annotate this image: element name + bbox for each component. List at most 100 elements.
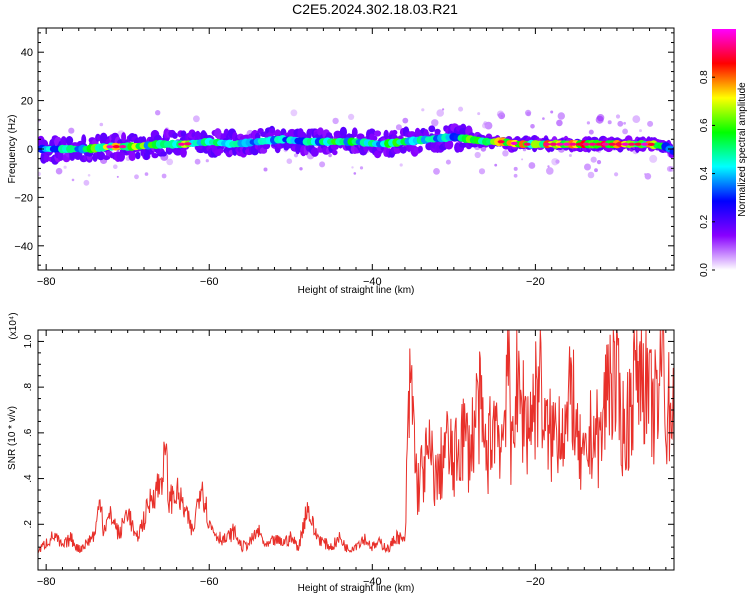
heatmap-halo-blob <box>332 149 338 156</box>
heatmap-halo-blob <box>392 129 398 136</box>
heatmap-noise-blob <box>615 114 621 119</box>
heatmap-peak-blob <box>184 142 192 146</box>
colorbar-tick-label: 0.6 <box>699 118 710 132</box>
heatmap-noise-blob <box>205 159 209 163</box>
heatmap-halo-blob <box>372 135 378 141</box>
top-y-tick-label: −20 <box>14 192 33 204</box>
bottom-y-tick-label: .2 <box>23 520 34 529</box>
heatmap-peak-blob <box>543 142 551 146</box>
heatmap-peak-blob <box>589 142 596 146</box>
heatmap-noise-blob <box>596 160 602 165</box>
heatmap-peak-blob <box>621 142 629 146</box>
heatmap-noise-blob <box>587 171 595 179</box>
heatmap-core-blob <box>669 147 674 155</box>
heatmap-noise-blob <box>528 162 536 169</box>
heatmap-halo-blob <box>151 153 159 159</box>
heatmap-peak-blob <box>106 145 114 149</box>
heatmap-halo-blob <box>351 127 358 138</box>
heatmap-noise-blob <box>144 172 149 176</box>
heatmap-halo-blob <box>102 155 111 161</box>
heatmap-noise-blob <box>595 115 604 124</box>
top-y-tick-label: 40 <box>21 47 33 59</box>
heatmap-halo-blob <box>428 125 436 133</box>
bottom-y-tick-label: 1.0 <box>23 334 34 348</box>
colorbar <box>712 29 736 270</box>
colorbar-tick-label: 0.4 <box>699 166 710 180</box>
heatmap-peak-blob <box>575 142 583 146</box>
colorbar-tick-label: 0.8 <box>699 70 710 84</box>
chart-title: C2E5.2024.302.18.03.R21 <box>292 1 458 17</box>
heatmap-halo-blob <box>310 147 319 157</box>
heatmap-noise-blob <box>431 119 439 127</box>
heatmap-peak-blob <box>119 145 127 149</box>
heatmap-noise-blob <box>63 165 67 169</box>
heatmap-halo-blob <box>333 130 342 138</box>
heatmap-noise-blob <box>134 174 139 180</box>
heatmap-noise-blob <box>402 117 409 124</box>
heatmap-halo-blob <box>434 128 441 134</box>
heatmap-noise-blob <box>649 154 658 163</box>
heatmap-noise-blob <box>502 150 509 157</box>
heatmap-noise-blob <box>351 166 354 169</box>
heatmap-peak-blob <box>569 142 577 146</box>
heatmap-halo-blob <box>121 132 127 143</box>
top-x-tick-label: −80 <box>37 276 56 288</box>
top-y-tick-label: −40 <box>14 241 33 253</box>
bottom-x-tick-label: −20 <box>526 576 545 588</box>
heatmap-noise-blob <box>286 158 293 164</box>
heatmap-peak-blob <box>523 142 531 146</box>
heatmap-noise-blob <box>399 163 403 167</box>
heatmap-noise-blob <box>299 167 303 171</box>
heatmap-noise-blob <box>614 172 619 177</box>
heatmap-halo-blob <box>180 148 187 158</box>
heatmap-peak-blob <box>608 142 616 146</box>
bottom-x-tick-label: −60 <box>200 576 219 588</box>
heatmap-noise-blob <box>557 112 565 120</box>
heatmap-noise-blob <box>547 165 550 168</box>
top-x-tick-label: −60 <box>200 276 219 288</box>
heatmap-noise-blob <box>546 167 554 175</box>
heatmap-halo-blob <box>60 136 67 148</box>
heatmap-noise-blob <box>478 168 486 175</box>
heatmap-noise-blob <box>513 173 518 178</box>
heatmap-peak-blob <box>497 140 505 144</box>
bottom-y-tick-label: .4 <box>23 474 34 483</box>
heatmap-halo-blob <box>43 153 50 163</box>
heatmap-noise-blob <box>586 121 591 125</box>
heatmap-noise-blob <box>639 129 642 133</box>
heatmap-halo-blob <box>99 132 108 142</box>
heatmap-noise-blob <box>584 163 591 171</box>
bottom-x-tick-label: −40 <box>363 576 382 588</box>
bottom-y-tick-label: .8 <box>23 383 34 392</box>
top-y-axis-label: Frequency (Hz) <box>7 115 18 184</box>
heatmap-noise-blob <box>87 174 91 177</box>
heatmap-noise-blob <box>348 113 355 120</box>
heatmap-noise-blob <box>328 153 332 158</box>
heatmap-noise-blob <box>513 166 518 171</box>
heatmap-halo-blob <box>57 151 64 161</box>
heatmap-noise-blob <box>556 119 563 127</box>
heatmap-noise-blob <box>594 168 598 173</box>
heatmap-noise-blob <box>494 163 498 167</box>
heatmap-noise-blob <box>332 117 339 125</box>
heatmap-noise-blob <box>588 129 594 135</box>
heatmap-noise-blob <box>644 173 647 176</box>
heatmap-peak-blob <box>549 142 557 146</box>
bottom-x-tick-label: −80 <box>37 576 56 588</box>
heatmap-noise-blob <box>590 156 597 163</box>
heatmap-noise-blob <box>359 166 364 170</box>
heatmap-halo-blob <box>374 130 382 137</box>
heatmap-noise-blob <box>483 121 488 126</box>
top-y-tick-label: 20 <box>21 96 33 108</box>
heatmap-peak-blob <box>178 142 185 146</box>
heatmap-noise-blob <box>395 124 402 131</box>
bottom-y-tick-label: .6 <box>23 428 34 437</box>
heatmap-noise-blob <box>666 166 673 172</box>
heatmap-noise-blob <box>83 179 90 186</box>
heatmap-noise-blob <box>521 158 524 161</box>
colorbar-label: Normalized spectral amplitude <box>737 82 748 217</box>
heatmap-halo-blob <box>160 151 167 157</box>
heatmap-noise-blob <box>607 120 612 125</box>
heatmap-halo-blob <box>268 128 276 134</box>
heatmap-peak-blob <box>556 142 564 146</box>
